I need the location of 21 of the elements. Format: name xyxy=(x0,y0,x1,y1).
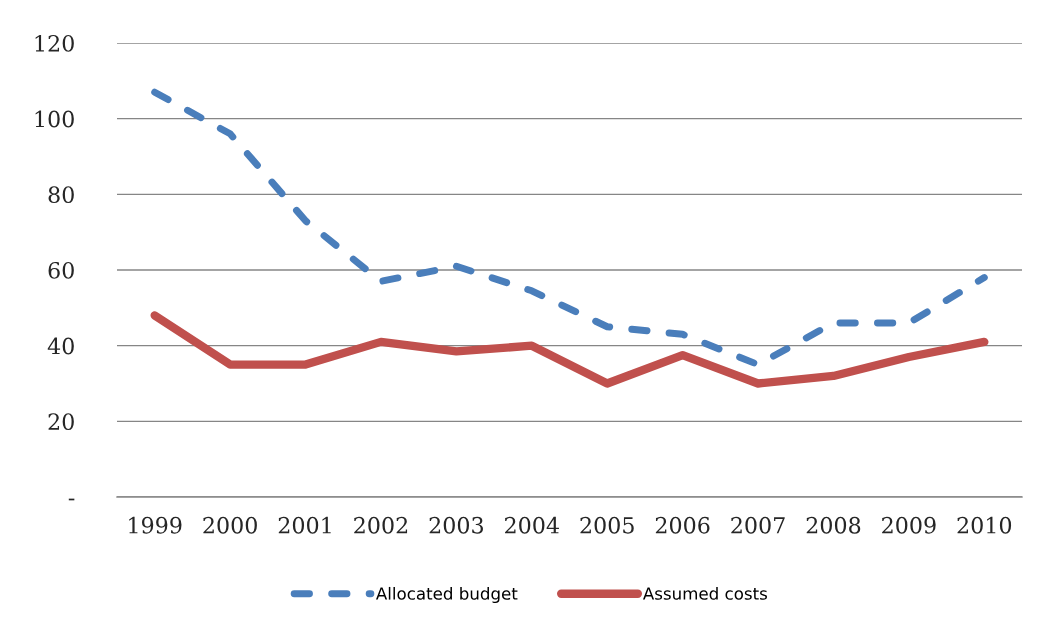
y-tick-label: 20 xyxy=(48,413,74,431)
y-tick-label: 60 xyxy=(48,261,74,279)
legend-label: Assumed costs xyxy=(642,586,767,600)
legend-label: Allocated budget xyxy=(375,586,518,604)
x-tick-label: 2005 xyxy=(580,516,634,534)
y-tick-label: 120 xyxy=(35,34,74,52)
x-tick-label: 2000 xyxy=(203,516,257,534)
x-tick-label: 2008 xyxy=(806,516,861,534)
x-tick-label: 2009 xyxy=(882,516,936,534)
x-tick-label: 2004 xyxy=(505,516,559,534)
y-tick-label: - xyxy=(68,498,75,501)
x-tick-label: 2006 xyxy=(655,516,710,534)
x-tick-label: 2003 xyxy=(429,516,483,534)
x-tick-label: 2010 xyxy=(957,516,1012,534)
y-tick-label: 100 xyxy=(35,110,74,128)
x-tick-label: 2002 xyxy=(354,516,408,534)
y-tick-label: 40 xyxy=(47,337,74,355)
x-tick-label: 2007 xyxy=(731,516,785,534)
x-tick-label: 2001 xyxy=(278,516,331,534)
y-tick-label: 80 xyxy=(48,186,74,204)
x-tick-label: 1999 xyxy=(129,516,182,534)
